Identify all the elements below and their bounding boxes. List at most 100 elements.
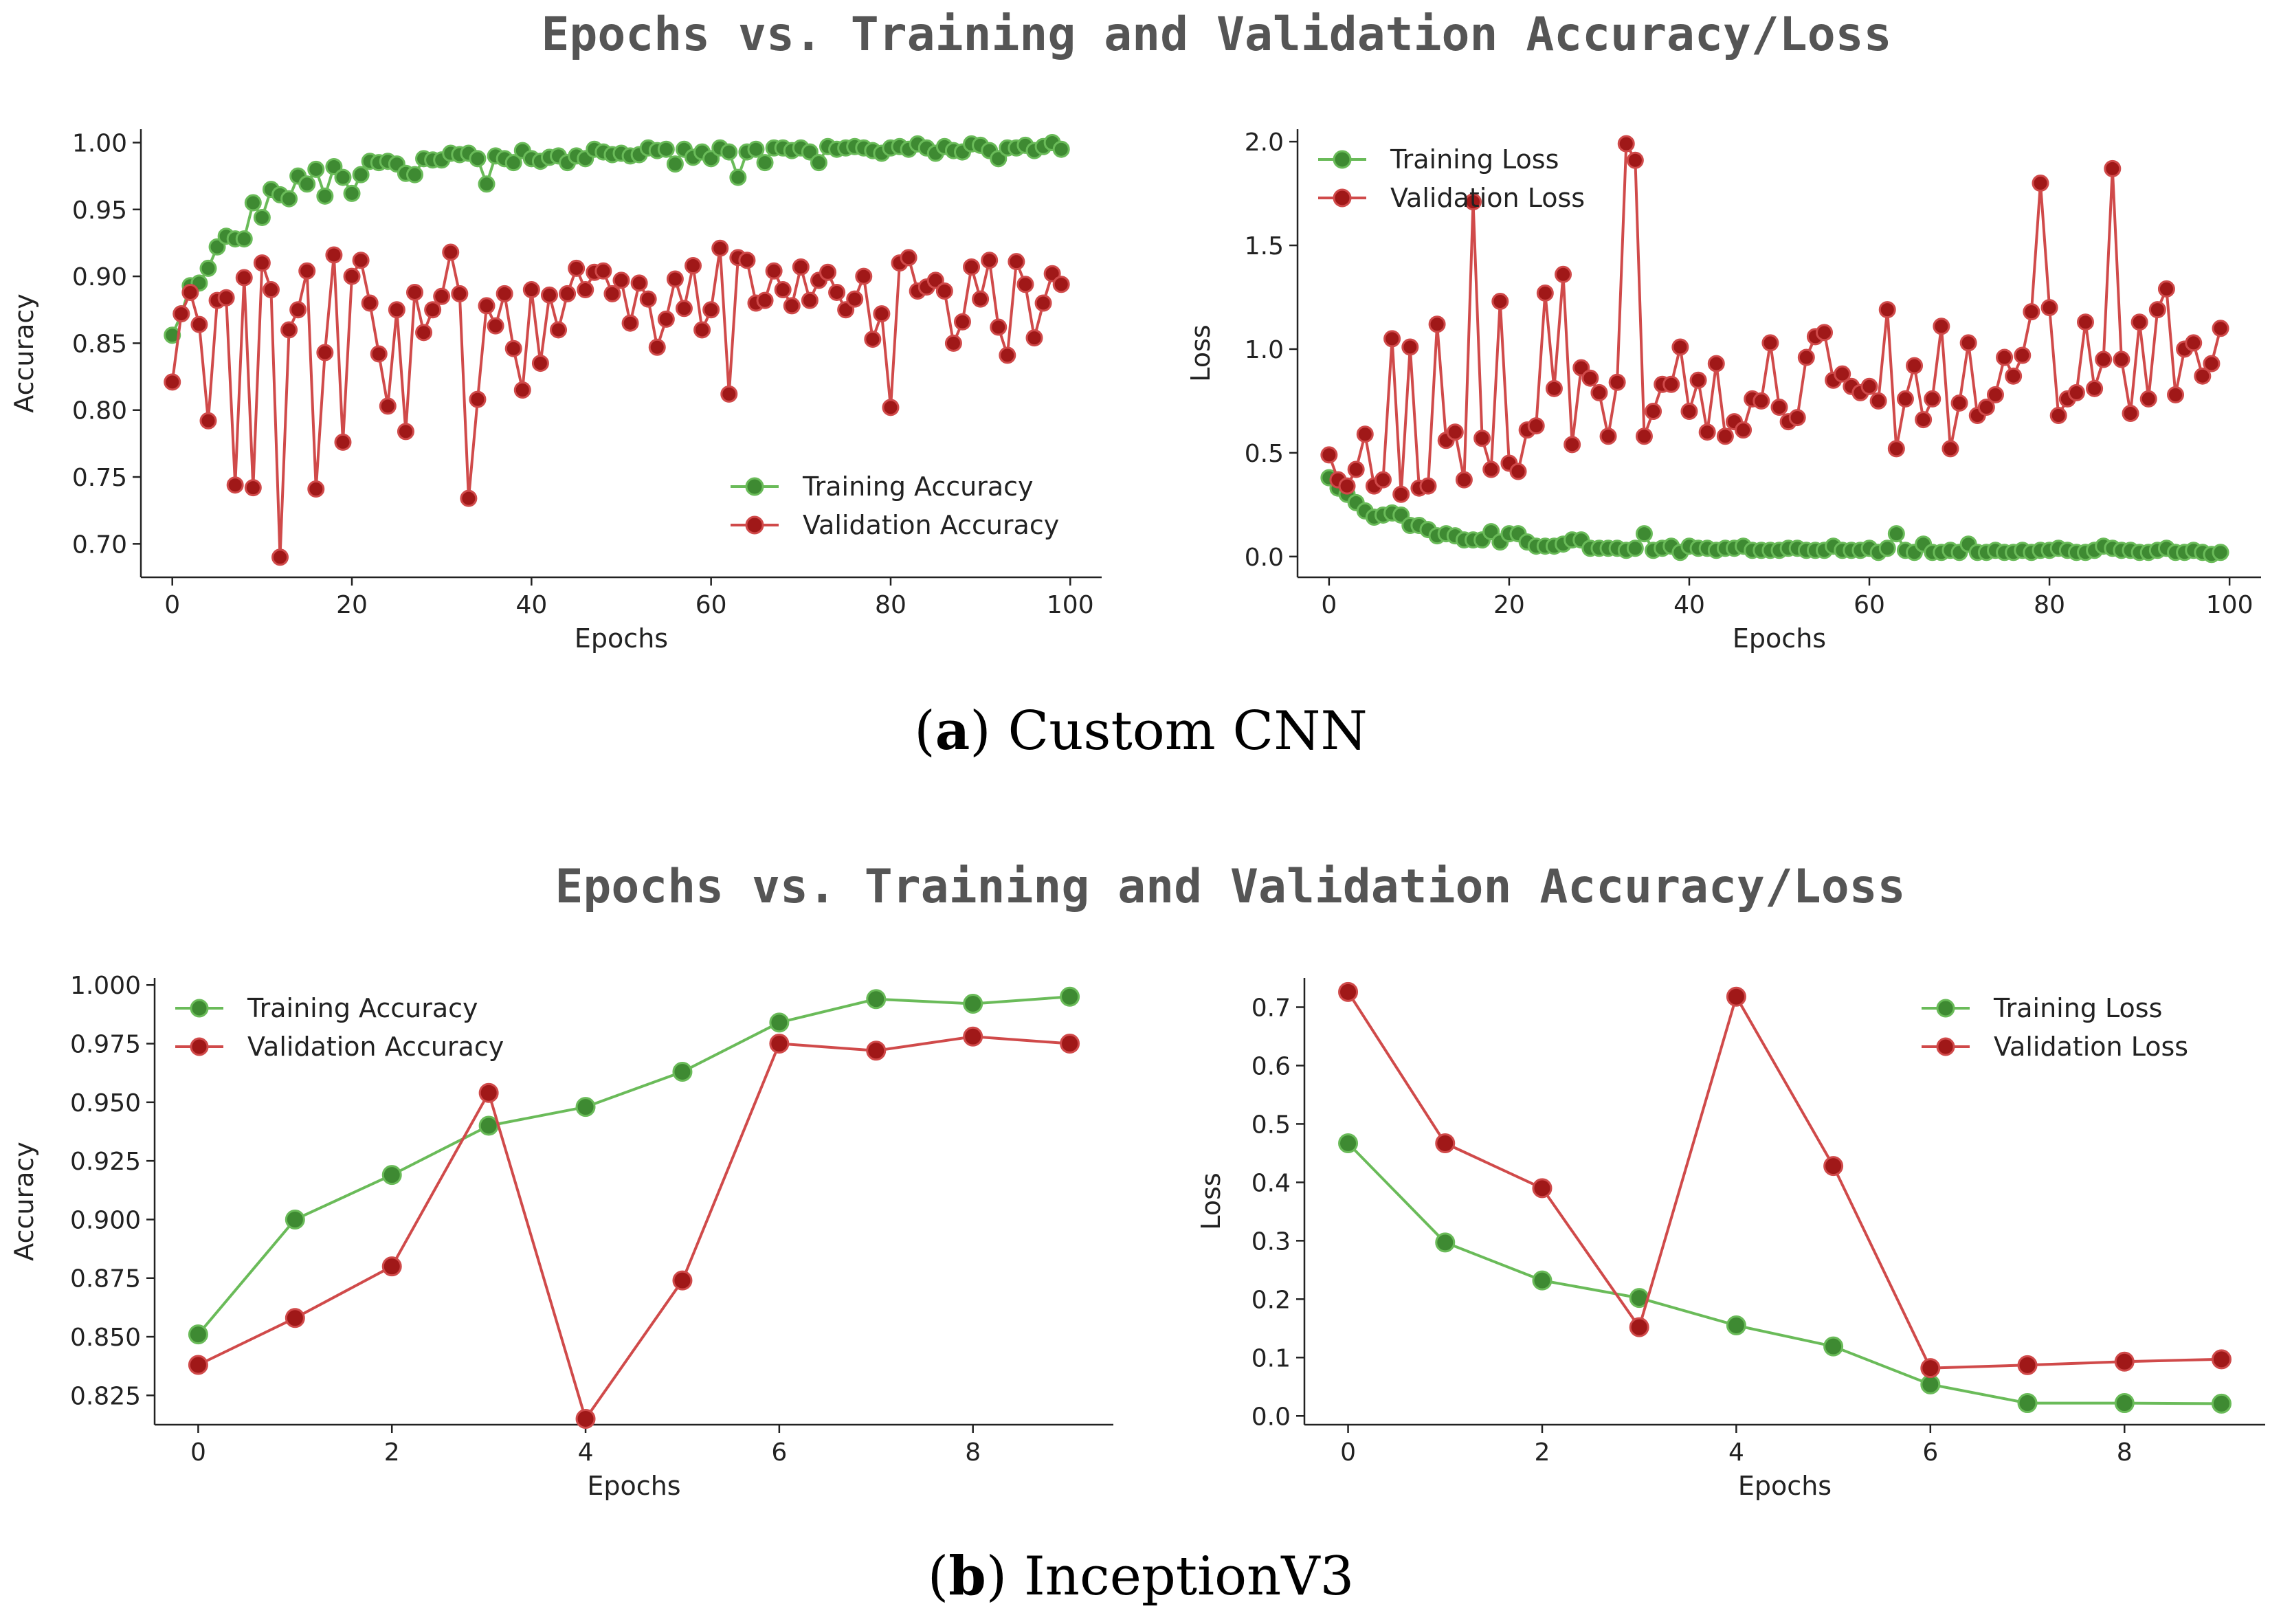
series-line-training [197, 995, 1070, 1335]
data-point-validation [846, 290, 864, 308]
data-point-validation [999, 346, 1016, 364]
y-tick-label: 0.5 [1251, 1111, 1291, 1139]
data-point-validation [1941, 440, 1959, 458]
data-point-validation [792, 258, 810, 276]
data-point-training [298, 175, 316, 193]
data-point-validation [469, 390, 487, 408]
data-point-validation [1761, 334, 1779, 352]
caption-b-letter: b [948, 1545, 986, 1608]
data-point-validation [388, 301, 405, 319]
data-point-validation [2139, 390, 2157, 408]
x-tick-label: 0 [190, 1438, 206, 1467]
data-point-training [666, 155, 684, 173]
x-axis-label: Epochs [1733, 623, 1826, 654]
y-tick-label: 0.4 [1251, 1169, 1291, 1197]
y-tick-label: 0.7 [1251, 994, 1291, 1022]
x-tick-label: 8 [965, 1438, 981, 1467]
data-point-validation [900, 249, 917, 267]
data-point-training [244, 194, 262, 212]
data-point-validation [451, 285, 469, 302]
y-tick-label: 0.0 [1251, 1403, 1291, 1431]
data-point-validation [702, 301, 720, 319]
y-tick-label: 0.95 [72, 197, 127, 225]
y-tick-label: 0.975 [70, 1031, 141, 1059]
data-point-training [2114, 1393, 2135, 1414]
y-tick-label: 0.0 [1245, 544, 1284, 572]
data-point-validation [2104, 159, 2122, 177]
legend-label: Training Loss [1390, 144, 1559, 175]
legend: Training Loss Validation Loss [1318, 144, 1585, 213]
legend-label: Validation Loss [1390, 183, 1585, 213]
x-tick-label: 2 [384, 1438, 400, 1467]
x-tick-label: 2 [1535, 1438, 1550, 1467]
data-point-validation [2017, 1355, 2038, 1375]
data-point-validation [693, 321, 711, 339]
data-point-training [343, 184, 361, 202]
x-tick-label: 0 [1321, 591, 1337, 619]
x-tick-label: 8 [2117, 1438, 2133, 1467]
data-point-validation [765, 262, 783, 280]
data-point-validation [226, 476, 244, 494]
data-point-validation [1599, 427, 1617, 445]
data-point-validation [2076, 313, 2094, 331]
data-point-validation [1834, 365, 1851, 383]
series-line-training [1347, 1142, 2222, 1405]
data-point-validation [2014, 346, 2032, 364]
data-point-validation [720, 385, 738, 403]
data-point-validation [1933, 318, 1950, 335]
data-point-validation [1869, 392, 1887, 410]
y-tick-label: 0.1 [1251, 1344, 1291, 1372]
x-tick-label: 6 [1922, 1438, 1938, 1467]
data-point-validation [1590, 383, 1608, 401]
data-point-validation [2212, 320, 2229, 337]
data-point-training [575, 1097, 596, 1117]
legend: Training Loss Validation Loss [1922, 993, 2188, 1062]
data-point-validation [769, 1034, 790, 1054]
data-point-validation [285, 1308, 305, 1328]
y-tick-label: 0.850 [70, 1324, 141, 1352]
x-tick-label: 4 [578, 1438, 594, 1467]
data-point-training [188, 1324, 208, 1345]
data-point-training [2212, 544, 2229, 561]
data-point-validation [513, 381, 531, 399]
data-point-validation [873, 305, 891, 323]
legend-label: Training Accuracy [247, 993, 478, 1023]
data-point-validation [575, 1408, 596, 1429]
data-point-training [1060, 986, 1080, 1007]
data-point-validation [1491, 293, 1509, 311]
data-point-validation [630, 274, 648, 292]
data-point-validation [164, 373, 181, 391]
data-point-validation [2122, 405, 2139, 423]
data-point-validation [2148, 301, 2166, 319]
data-point-validation [1347, 460, 1365, 478]
data-point-training [253, 208, 271, 226]
data-point-validation [1878, 301, 1896, 319]
data-point-validation [866, 1041, 887, 1061]
data-point-validation [1356, 425, 1374, 443]
data-point-validation [253, 254, 271, 272]
legend-marker [1333, 150, 1352, 169]
data-point-validation [1753, 392, 1770, 410]
data-point-validation [2211, 1349, 2232, 1370]
data-point-validation [2157, 280, 2175, 298]
data-point-validation [2113, 351, 2130, 368]
data-point-training [307, 160, 325, 178]
data-point-training [720, 143, 738, 161]
data-point-validation [1509, 463, 1527, 480]
data-point-validation [1860, 377, 1878, 395]
inception-loss-axes: 0 2 4 6 8 0.0 0.1 0.2 0.3 0.4 0.5 0.6 0.7 Epochs Loss T… [1196, 978, 2265, 1501]
y-axis-label: Accuracy [9, 293, 39, 413]
x-tick-label: 100 [2206, 591, 2254, 619]
data-point-validation [2032, 174, 2049, 192]
data-point-training [325, 157, 343, 175]
cnn-loss-axes: 0 20 40 60 80 100 0.0 0.5 1.0 1.5 2.0 Epochs Loss Tra… [1186, 129, 2261, 654]
y-tick-label: 0.70 [72, 531, 127, 559]
data-point-validation [1564, 436, 1581, 454]
data-point-validation [1662, 375, 1680, 393]
data-point-validation [1392, 485, 1410, 503]
data-point-training [316, 187, 334, 205]
data-point-validation [1455, 471, 1473, 489]
data-point-validation [2203, 355, 2221, 372]
data-point-training [280, 190, 298, 208]
data-point-validation [2005, 367, 2023, 385]
